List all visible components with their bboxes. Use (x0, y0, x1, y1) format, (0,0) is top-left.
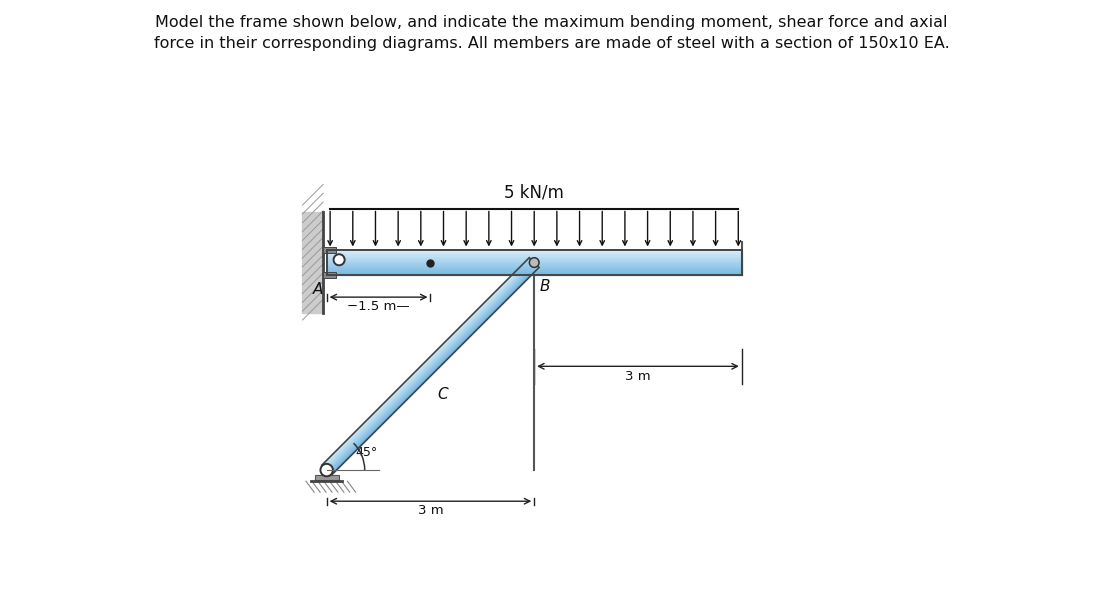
Bar (326, 269, 741, 270)
Polygon shape (326, 262, 534, 470)
Bar (324, 466, 330, 470)
Bar (326, 254, 741, 255)
Bar (326, 255, 741, 256)
Polygon shape (330, 266, 538, 474)
Polygon shape (326, 263, 535, 471)
Bar (302, 212, 323, 313)
Circle shape (333, 254, 344, 265)
Polygon shape (324, 261, 533, 468)
Bar (326, 272, 741, 273)
Bar (326, 264, 741, 265)
Polygon shape (329, 265, 537, 473)
Polygon shape (331, 267, 538, 474)
Bar (326, 256, 741, 257)
Bar (326, 257, 741, 259)
Bar (326, 261, 741, 262)
Polygon shape (331, 267, 538, 474)
Polygon shape (322, 257, 529, 465)
Text: C: C (438, 387, 448, 402)
Bar (326, 271, 741, 272)
Text: −1.5 m—: −1.5 m— (347, 300, 410, 313)
Bar (326, 252, 741, 253)
Polygon shape (324, 260, 532, 468)
Polygon shape (324, 261, 533, 468)
Polygon shape (325, 262, 534, 470)
Circle shape (529, 257, 539, 267)
Polygon shape (328, 263, 535, 471)
Polygon shape (323, 259, 531, 466)
Bar (326, 253, 741, 254)
Polygon shape (322, 258, 531, 466)
Bar (326, 273, 741, 274)
Bar (323, 246, 335, 253)
Polygon shape (331, 267, 539, 475)
Text: 45°: 45° (355, 446, 377, 459)
Polygon shape (322, 258, 529, 466)
Bar (326, 259, 741, 260)
Polygon shape (330, 266, 538, 474)
Bar (326, 267, 741, 268)
Polygon shape (328, 264, 536, 472)
Polygon shape (330, 265, 537, 473)
Polygon shape (323, 259, 531, 467)
Text: A: A (313, 282, 323, 297)
Circle shape (321, 464, 333, 476)
Polygon shape (329, 264, 536, 473)
Bar (326, 250, 741, 251)
Bar (326, 274, 741, 275)
Bar (326, 262, 741, 264)
Bar (326, 260, 741, 261)
Polygon shape (326, 262, 535, 470)
Polygon shape (326, 262, 534, 470)
Bar (314, 475, 339, 480)
Bar (326, 270, 741, 271)
Polygon shape (323, 259, 532, 467)
Text: 5 kN/m: 5 kN/m (504, 184, 564, 202)
Text: 3 m: 3 m (418, 504, 443, 517)
Bar (323, 272, 335, 278)
Text: Model the frame shown below, and indicate the maximum bending moment, shear forc: Model the frame shown below, and indicat… (153, 15, 950, 51)
Polygon shape (330, 265, 537, 473)
Bar (326, 265, 741, 266)
Bar (326, 251, 741, 252)
Polygon shape (328, 264, 536, 471)
Text: B: B (539, 279, 550, 294)
Polygon shape (323, 259, 532, 468)
Polygon shape (329, 264, 536, 472)
Bar (326, 250, 741, 275)
Text: 3 m: 3 m (625, 370, 651, 383)
Bar (326, 268, 741, 269)
Bar (324, 473, 330, 476)
Bar (326, 266, 741, 267)
Polygon shape (325, 261, 533, 469)
Polygon shape (325, 261, 533, 469)
